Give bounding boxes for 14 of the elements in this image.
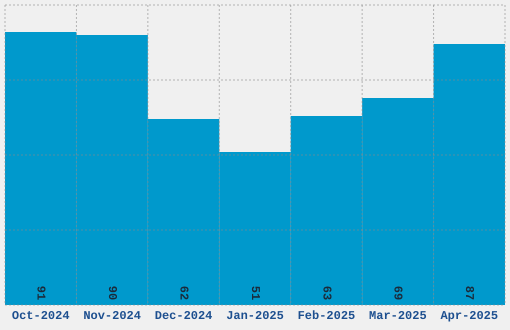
data-label: 69 [390,286,405,300]
x-tick-label: Mar-2025 [369,309,427,323]
x-tick-label: Apr-2025 [440,309,498,323]
data-label: 91 [34,286,48,300]
data-label: 87 [462,286,476,300]
x-tick-label: Oct-2024 [12,309,70,323]
x-tick-label: Feb-2025 [298,309,356,323]
data-label: 62 [176,286,190,300]
data-label: 90 [104,286,119,300]
x-tick-label: Dec-2024 [154,309,212,323]
x-tick-label: Jan-2025 [226,309,284,323]
data-label: 51 [248,286,262,300]
data-label: 63 [319,286,334,300]
x-tick-label: Nov-2024 [83,309,141,323]
